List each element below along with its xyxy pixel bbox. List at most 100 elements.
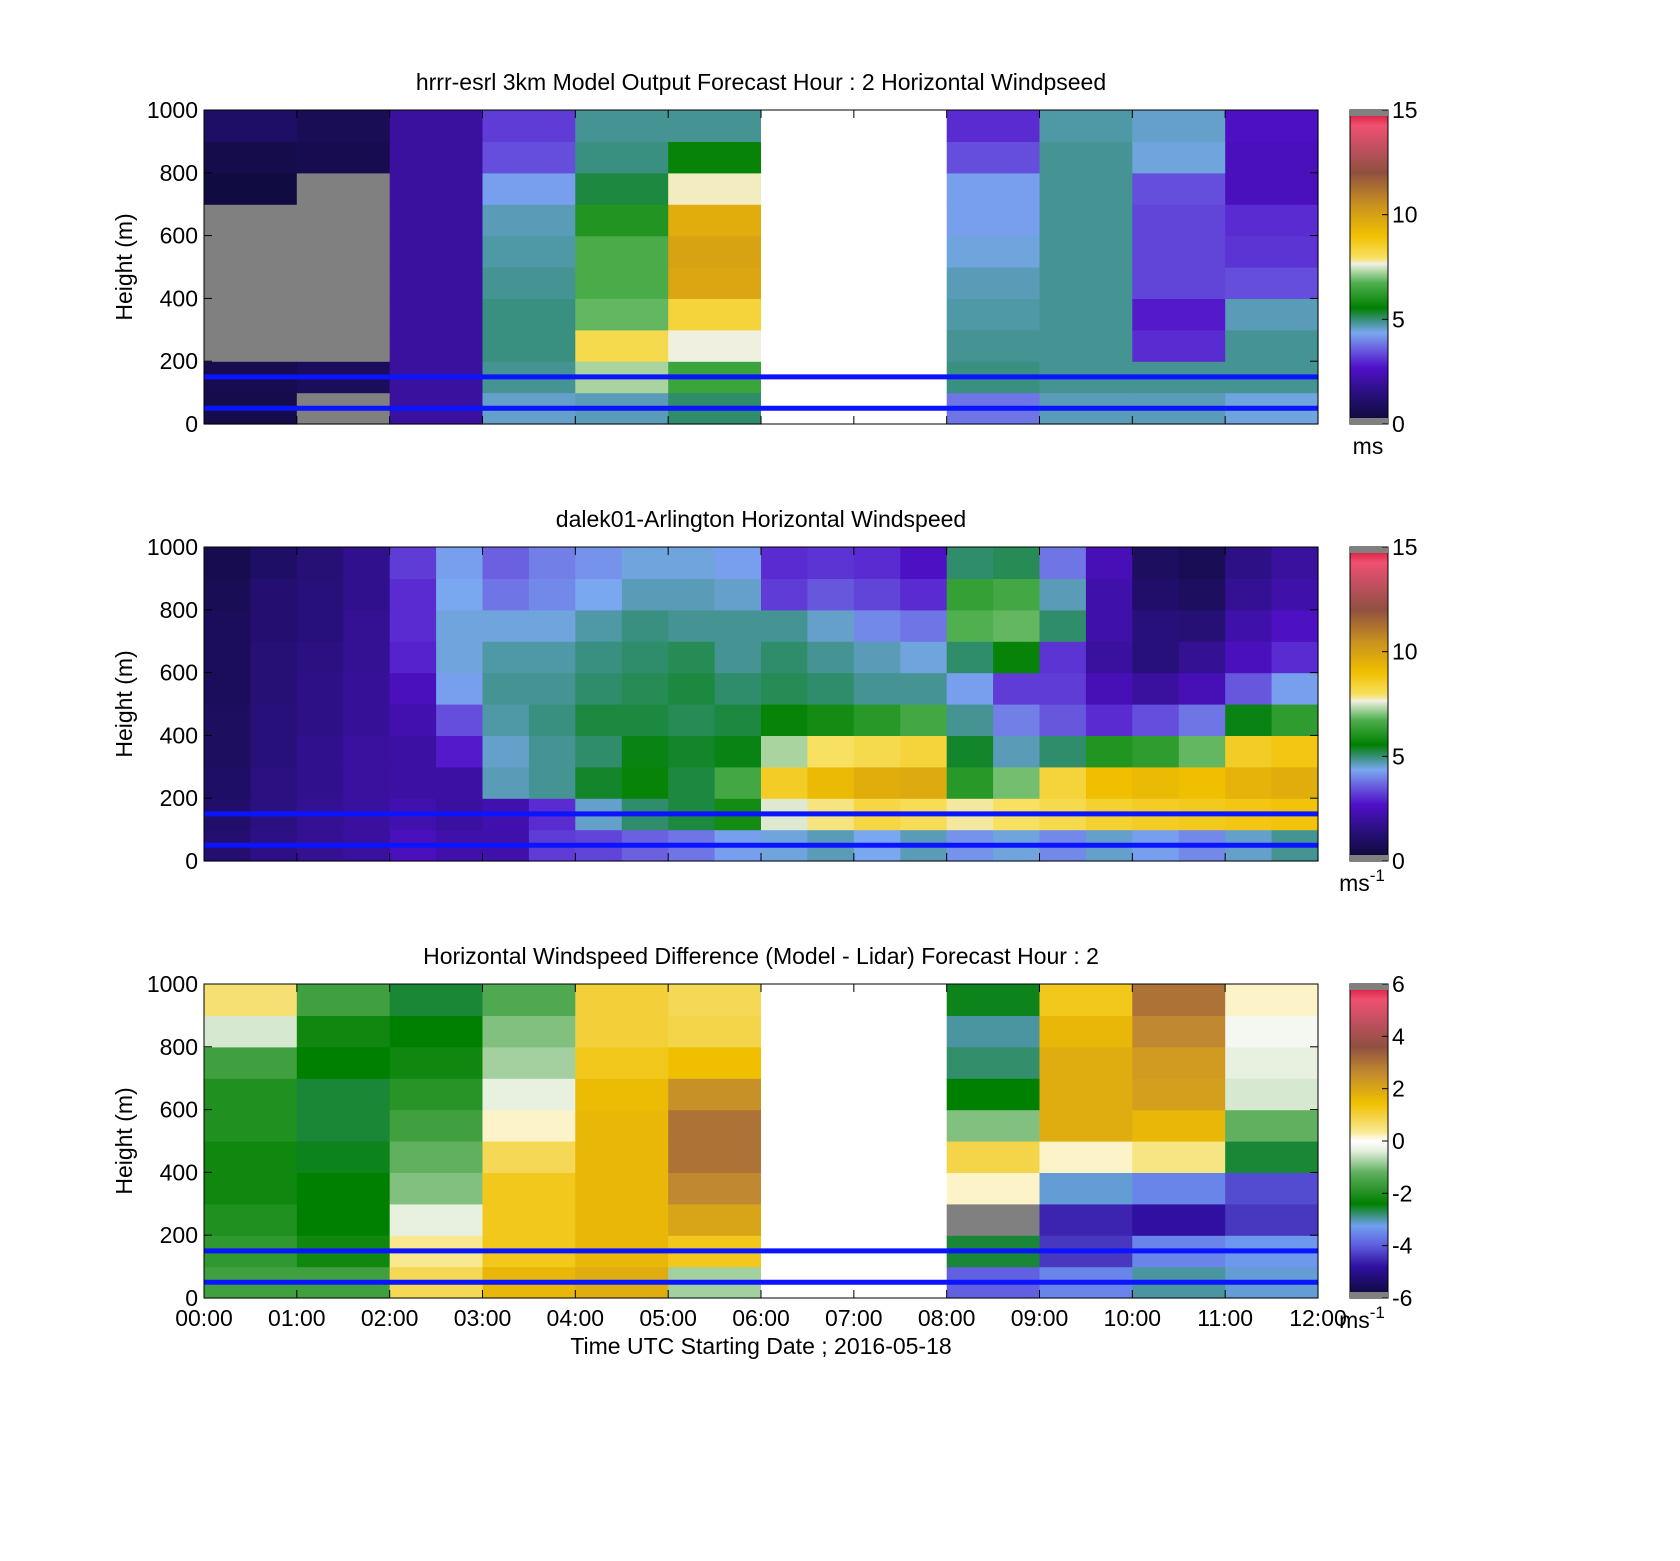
heatmap-cell [343,578,391,611]
heatmap-cell [1132,329,1226,362]
heatmap-cell [575,110,669,142]
heatmap-cell [621,547,669,579]
heatmap-cell [761,1046,855,1079]
heatmap-cell [1132,984,1226,1016]
heatmap-cell [761,984,855,1016]
heatmap-cell [1085,735,1133,768]
heatmap-cell [528,766,576,799]
heatmap-cell [389,1109,484,1142]
heatmap-cell [946,578,994,611]
heatmap-cell [482,547,530,579]
colorbar-under-swatch [1350,1292,1388,1298]
panel-title: dalek01-Arlington Horizontal Windspeed [556,506,966,532]
heatmap-cell [853,1046,948,1079]
heatmap-cell [946,235,1041,268]
colorbar-gradient [1349,546,1389,862]
colorbar-unit: ms-1 [1339,1303,1385,1333]
heatmap-cell [853,172,948,205]
heatmap-cell [204,1203,298,1236]
heatmap-cell [668,172,762,205]
colorbar-unit-base: ms [1339,1307,1370,1333]
heatmap-cell [1225,641,1273,674]
heatmap-cell [1132,298,1226,331]
x-tick-label: 07:00 [825,1305,883,1331]
heatmap-cell [389,235,484,268]
heatmap-cell [482,641,530,674]
heatmap-cell [528,735,576,768]
heatmap-cell [1085,578,1133,611]
heatmap-cell [993,672,1041,705]
heatmap-cell [1178,672,1226,705]
heatmap-cell [1225,141,1319,174]
heatmap-cell [296,1015,391,1048]
heatmap-cell [946,1046,1041,1079]
heatmap-cell [343,735,391,768]
heatmap-cell [761,267,855,299]
heatmap-cell [1225,1046,1319,1079]
heatmap-cell [250,547,298,579]
heatmap-cell [204,1046,298,1079]
heatmap-cell [436,609,484,642]
heatmap-cell [1178,547,1226,579]
heatmap-cell [714,609,762,642]
heatmap-cell [250,704,298,736]
heatmap-cell [436,672,484,705]
heatmap-cell [946,547,994,579]
heatmap-cell [482,1109,576,1142]
heatmap-cell [946,172,1041,205]
x-tick-label: 10:00 [1104,1305,1162,1331]
heatmap-cell [853,766,901,799]
x-tick-label: 12:00 [1289,1305,1347,1331]
heatmap-cell [761,578,808,611]
heatmap-cell [993,547,1041,579]
heatmap-cell [575,329,669,362]
heatmap-cell [761,1172,855,1205]
heatmap-cell [1085,766,1133,799]
heatmap-cell [575,641,623,674]
heatmap-cell [204,1141,298,1173]
heatmap-cell [1039,298,1133,331]
heatmap-cell [482,1172,576,1205]
heatmap-cell [528,547,576,579]
heatmap-cell [204,1172,298,1205]
y-tick-label: 0 [185,1285,198,1311]
heatmap-cell [1132,766,1180,799]
colorbar-tick-label: 0 [1392,411,1405,437]
heatmap-cell [296,735,344,768]
heatmap-cell [853,141,948,174]
heatmap-cell [668,984,762,1016]
heatmap-cell [1225,267,1319,299]
heatmap-cell [204,735,251,768]
heatmap-cell [761,1141,855,1173]
heatmap-cell [946,735,994,768]
heatmap-cell [761,172,855,205]
heatmap-cell [575,672,623,705]
heatmap-cell [1178,641,1226,674]
heatmap-cell [389,578,437,611]
heatmap-cell [1225,1141,1319,1173]
y-tick-label: 0 [185,848,198,874]
heatmap-cell [668,704,716,736]
y-tick-label: 800 [160,1034,198,1060]
heatmap-cell [389,1172,484,1205]
heatmap-cell [1085,704,1133,736]
heatmap-cell [946,298,1041,331]
heatmap-cell [761,735,808,768]
y-axis-label: Height (m) [111,1087,137,1194]
heatmap-cell [807,578,855,611]
heatmap-cell [807,547,855,579]
heatmap-cell [1132,1172,1226,1205]
heatmap-cell [204,141,298,174]
colorbar-tick-label: 5 [1392,306,1405,332]
heatmap-cell [668,609,716,642]
heatmap-cell [575,1046,669,1079]
heatmap-cell [1178,578,1226,611]
heatmap-cell [1132,609,1180,642]
x-tick-label: 03:00 [454,1305,512,1331]
colorbar-unit-base: ms [1339,870,1370,896]
heatmap-cell [946,1015,1041,1048]
heatmap-cell [482,298,576,331]
y-tick-label: 1000 [147,97,198,123]
heatmap-cell [853,204,948,237]
x-tick-label: 02:00 [361,1305,419,1331]
